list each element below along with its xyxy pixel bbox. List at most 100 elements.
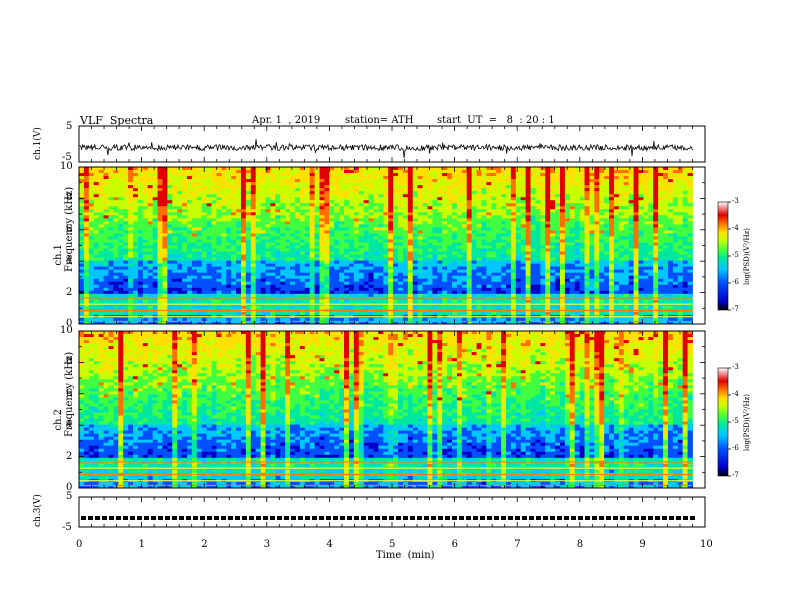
spectrogram-cell <box>604 221 610 225</box>
spectrogram-cell <box>407 257 414 261</box>
spectrogram-cell <box>226 278 232 283</box>
spectrogram-cell <box>250 188 257 192</box>
spectrogram-cell <box>128 272 134 277</box>
spectrogram-cell <box>437 230 443 234</box>
spectrogram-cell <box>663 185 669 189</box>
spectrogram-cell <box>167 284 173 289</box>
spectrogram-cell <box>98 176 104 180</box>
spectrogram-cell <box>393 230 399 234</box>
spectrogram-cell <box>505 245 512 249</box>
spectrogram-cell <box>137 194 144 198</box>
spectrogram-cell <box>196 188 203 192</box>
spectrogram-cell <box>540 167 546 171</box>
spectrogram-cell <box>510 275 517 280</box>
spectrogram-cell <box>304 167 311 171</box>
spectrogram-cell <box>221 257 227 261</box>
spectrogram-cell <box>245 179 252 183</box>
spectrogram-cell <box>378 272 384 277</box>
spectrogram-cell <box>348 284 355 289</box>
spectrogram-cell <box>393 200 399 204</box>
spectrogram-cell <box>437 227 443 231</box>
spectrogram-cell <box>555 245 561 249</box>
spectrogram-cell <box>584 230 590 234</box>
spectrogram-cell <box>93 200 100 204</box>
spectrogram-cell <box>236 167 242 171</box>
spectrogram-cell <box>265 224 271 228</box>
spectrogram-cell <box>667 254 674 258</box>
spectrogram-cell <box>216 170 222 174</box>
spectrogram-cell <box>427 212 433 216</box>
spectrogram-cell <box>98 212 104 216</box>
spectrogram-cell <box>550 269 556 274</box>
spectrogram-cell <box>388 236 394 240</box>
spectrogram-cell <box>525 284 531 289</box>
spectrogram-cell <box>432 179 438 183</box>
spectrogram-cell <box>152 206 158 210</box>
spectrogram-cell <box>98 170 104 174</box>
spectrogram-cell <box>530 284 536 289</box>
spectrogram-cell <box>250 173 257 177</box>
spectrogram-cell <box>177 233 183 237</box>
spectrogram-cell <box>137 206 144 210</box>
spectrogram-cell <box>491 191 497 195</box>
spectrogram-cell <box>559 215 566 219</box>
spectrogram-cell <box>339 278 345 283</box>
spectrogram-cell <box>344 284 350 289</box>
spectrogram-cell <box>147 185 154 189</box>
spectrogram-cell <box>623 245 630 249</box>
spectrogram-cell <box>319 188 325 192</box>
spectrogram-cell <box>677 239 684 243</box>
spectrogram-cell <box>172 233 178 237</box>
spectrogram-cell <box>98 278 104 283</box>
spectrogram-cell <box>481 275 487 280</box>
spectrogram-cell <box>132 242 139 246</box>
spectrogram-cell <box>667 176 674 180</box>
spectrogram-cell <box>579 251 585 255</box>
spectrogram-cell <box>618 281 625 286</box>
spectrogram-cell <box>314 257 320 261</box>
spectrogram-cell <box>388 257 394 261</box>
spectrogram-cell <box>319 221 325 225</box>
spectrogram-cell <box>412 239 419 243</box>
spectrogram-cell <box>191 257 198 261</box>
spectrogram-cell <box>388 188 394 192</box>
spectrogram-cell <box>687 275 693 280</box>
spectrogram-cell <box>334 212 340 216</box>
spectrogram-cell <box>501 227 507 231</box>
spectrogram-cell <box>505 185 512 189</box>
spectrogram-cell <box>520 269 527 274</box>
spectrogram-cell <box>667 215 674 219</box>
spectrogram-cell <box>648 173 654 177</box>
spectrogram-cell <box>550 251 556 255</box>
spectrogram-cell <box>412 278 419 283</box>
spectrogram-cell <box>290 173 296 177</box>
spectrogram-cell <box>118 185 124 189</box>
spectrogram-cell <box>373 236 379 240</box>
spectrogram-cell <box>564 281 571 286</box>
spectrogram-cell <box>496 191 502 195</box>
spectrogram-cell <box>373 218 379 222</box>
spectrogram-cell <box>540 284 546 289</box>
spectrogram-cell <box>142 278 149 283</box>
spectrogram-cell <box>505 230 512 234</box>
spectrogram-cell <box>442 167 448 171</box>
spectrogram-cell <box>623 194 630 198</box>
spectrogram-cell <box>442 188 448 192</box>
spectrogram-cell <box>383 194 389 198</box>
spectrogram-cell <box>505 203 512 207</box>
spectrogram-cell <box>98 194 104 198</box>
spectrogram-cell <box>182 197 188 201</box>
spectrogram-cell <box>157 248 163 252</box>
spectrogram-cell <box>123 182 129 186</box>
spectrogram-cell <box>128 278 134 283</box>
spectrogram-cell <box>265 251 271 255</box>
spectrogram-cell <box>334 203 340 207</box>
spectrogram-cell <box>594 245 600 249</box>
spectrogram-cell <box>299 269 306 274</box>
spectrogram-cell <box>93 257 100 261</box>
spectrogram-cell <box>417 194 423 198</box>
spectrogram-cell <box>579 269 585 274</box>
spectrogram-cell <box>613 239 620 243</box>
spectrogram-cell <box>206 206 212 210</box>
spectrogram-cell <box>226 260 232 265</box>
